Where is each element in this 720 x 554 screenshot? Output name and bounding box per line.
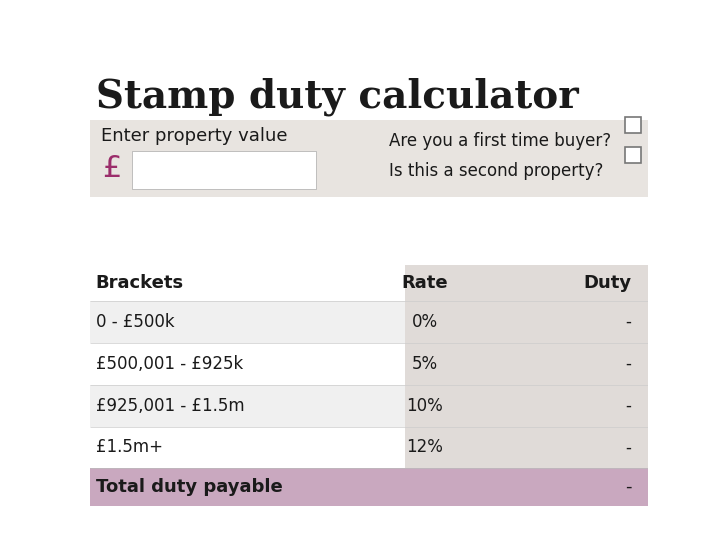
Text: Enter property value: Enter property value: [101, 127, 288, 145]
Text: -: -: [626, 355, 631, 373]
FancyBboxPatch shape: [90, 468, 648, 506]
FancyBboxPatch shape: [90, 427, 405, 468]
Text: -: -: [625, 478, 631, 496]
FancyBboxPatch shape: [405, 384, 648, 427]
Text: -: -: [626, 313, 631, 331]
Text: Are you a first time buyer?: Are you a first time buyer?: [389, 132, 611, 150]
FancyBboxPatch shape: [405, 427, 648, 468]
Text: 0 - £500k: 0 - £500k: [96, 313, 174, 331]
FancyBboxPatch shape: [90, 301, 405, 343]
Text: £1.5m+: £1.5m+: [96, 438, 163, 456]
Text: Total duty payable: Total duty payable: [96, 478, 282, 496]
Text: £500,001 - £925k: £500,001 - £925k: [96, 355, 243, 373]
Text: 0%: 0%: [412, 313, 438, 331]
Text: 5%: 5%: [412, 355, 438, 373]
FancyBboxPatch shape: [405, 265, 648, 301]
Text: Stamp duty calculator: Stamp duty calculator: [96, 77, 578, 116]
Text: Rate: Rate: [402, 274, 448, 292]
Text: £925,001 - £1.5m: £925,001 - £1.5m: [96, 397, 244, 414]
Text: 10%: 10%: [406, 397, 444, 414]
FancyBboxPatch shape: [405, 301, 648, 343]
Text: Brackets: Brackets: [96, 274, 184, 292]
Text: 12%: 12%: [406, 438, 444, 456]
FancyBboxPatch shape: [90, 343, 405, 384]
FancyBboxPatch shape: [624, 117, 642, 134]
Text: Duty: Duty: [583, 274, 631, 292]
Text: -: -: [626, 397, 631, 414]
Text: £: £: [102, 155, 122, 183]
FancyBboxPatch shape: [90, 265, 648, 301]
FancyBboxPatch shape: [405, 343, 648, 384]
FancyBboxPatch shape: [90, 120, 648, 197]
FancyBboxPatch shape: [132, 151, 316, 189]
Text: -: -: [626, 438, 631, 456]
FancyBboxPatch shape: [624, 147, 642, 163]
FancyBboxPatch shape: [90, 384, 405, 427]
Text: Is this a second property?: Is this a second property?: [389, 162, 603, 179]
